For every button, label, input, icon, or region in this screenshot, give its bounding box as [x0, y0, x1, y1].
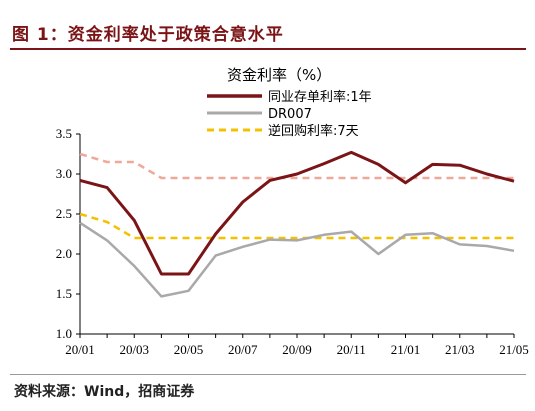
figure-title: 图 1：资金利率处于政策合意水平 [12, 25, 284, 45]
series-line-0 [79, 150, 515, 276]
x-tick-label: 21/03 [445, 342, 475, 357]
x-tick-label: 20/09 [282, 342, 312, 357]
legend-label-2: 逆回购利率:7天 [268, 123, 359, 139]
chart-axes: 1.0 1.5 2.0 2.5 3.0 3.5 20/01 20/03 20/05 20/07 20… [56, 126, 529, 357]
legend-label-1: DR007 [268, 107, 312, 122]
title-divider [10, 48, 526, 50]
x-tick-label: 20/01 [65, 342, 95, 357]
chart-title: 资金利率（%） [227, 66, 331, 84]
chart-series [79, 150, 515, 298]
y-tick-label: 1.5 [56, 286, 72, 301]
legend-label-0: 同业存单利率:1年 [268, 89, 372, 105]
x-tick-label: 20/05 [174, 342, 204, 357]
x-tick-label: 21/01 [391, 342, 421, 357]
x-tick-label: 20/07 [228, 342, 258, 357]
source-divider [10, 374, 526, 375]
x-tick-label: 21/05 [499, 342, 529, 357]
series-line-3 [79, 152, 514, 180]
x-tick-label: 20/03 [119, 342, 149, 357]
series-line-1 [79, 221, 515, 298]
source-note: 资料来源：Wind，招商证券 [14, 384, 195, 400]
y-tick-label: 3.5 [56, 126, 72, 141]
y-tick-label: 2.0 [56, 246, 72, 261]
y-tick-label: 1.0 [56, 326, 72, 341]
series-line-2 [79, 212, 514, 240]
x-tick-label: 20/11 [337, 342, 366, 357]
y-tick-label: 3.0 [56, 166, 72, 181]
y-tick-label: 2.5 [56, 206, 72, 221]
